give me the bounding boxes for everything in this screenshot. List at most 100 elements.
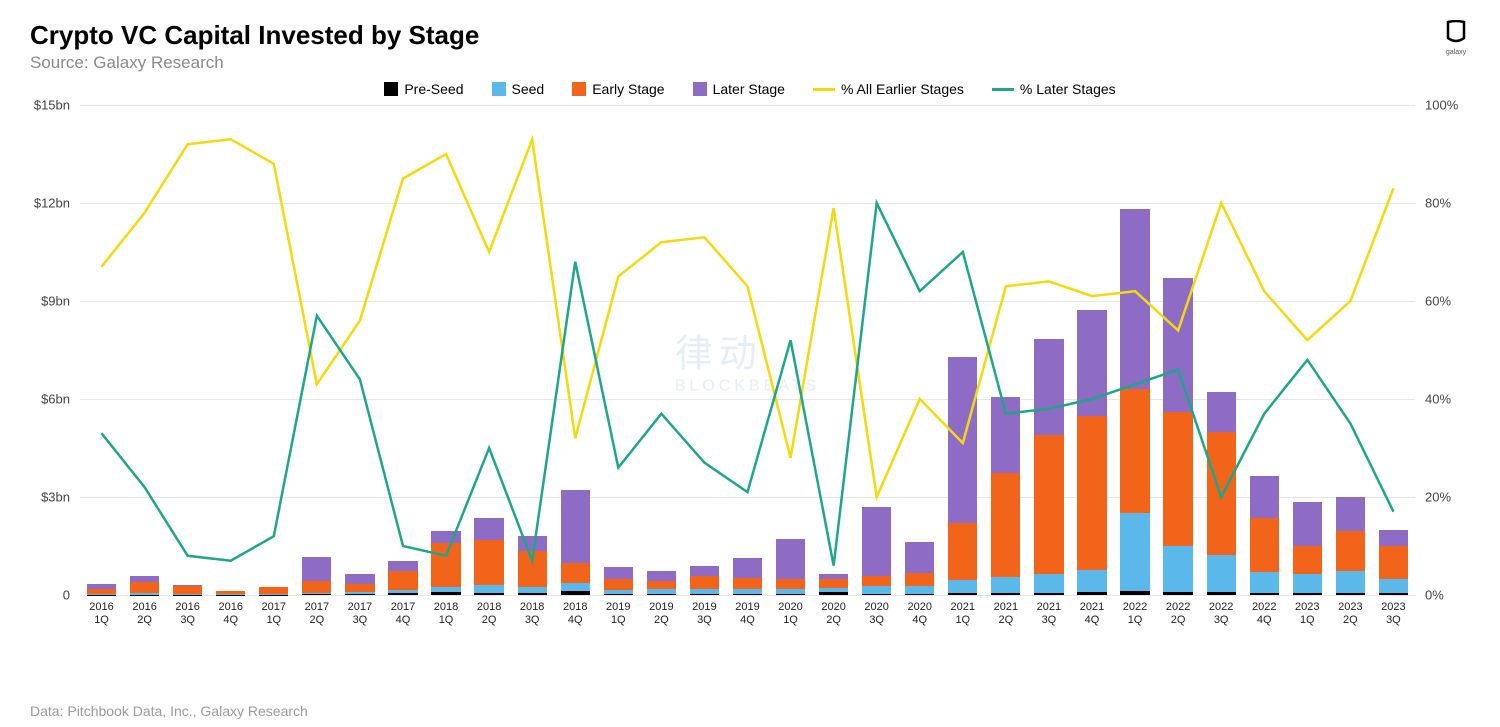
bar-stack <box>1034 105 1063 595</box>
bar-segment-early <box>1163 412 1192 546</box>
bar-segment-later <box>561 490 590 564</box>
legend-item: Early Stage <box>572 81 664 97</box>
x-tick: 20203Q <box>855 595 898 635</box>
x-tick: 20233Q <box>1372 595 1415 635</box>
x-tick: 20182Q <box>468 595 511 635</box>
bar-column <box>1329 105 1372 595</box>
bar-segment-early <box>474 540 503 586</box>
bar-column <box>381 105 424 595</box>
bar-segment-later <box>1120 209 1149 389</box>
x-tick: 20213Q <box>1027 595 1070 635</box>
x-tick: 20204Q <box>898 595 941 635</box>
x-axis: 20161Q20162Q20163Q20164Q20171Q20172Q2017… <box>80 595 1415 635</box>
bar-segment-later <box>345 574 374 584</box>
bar-segment-later <box>862 507 891 576</box>
legend-swatch <box>572 82 586 96</box>
bar-segment-seed <box>948 580 977 593</box>
bar-stack <box>474 105 503 595</box>
y-tick-left: $9bn <box>41 294 70 309</box>
x-tick: 20232Q <box>1329 595 1372 635</box>
bar-segment-seed <box>991 577 1020 593</box>
y-tick-left: $12bn <box>34 196 70 211</box>
bar-stack <box>216 105 245 595</box>
bar-stack <box>130 105 159 595</box>
bar-column <box>1157 105 1200 595</box>
chart-footer: Data: Pitchbook Data, Inc., Galaxy Resea… <box>30 703 308 719</box>
bar-segment-later <box>1077 310 1106 416</box>
bar-segment-later <box>1250 476 1279 518</box>
x-tick: 20194Q <box>726 595 769 635</box>
legend-label: Early Stage <box>592 81 664 97</box>
y-tick-left: $6bn <box>41 392 70 407</box>
chart-plot-area: 律动 BLOCKBEATS 0$3bn$6bn$9bn$12bn$15bn 0%… <box>80 105 1415 635</box>
bar-segment-seed <box>1120 513 1149 591</box>
bar-segment-seed <box>1163 546 1192 592</box>
y-tick-right: 40% <box>1425 392 1451 407</box>
bar-column <box>1243 105 1286 595</box>
bar-column <box>597 105 640 595</box>
chart-subtitle: Source: Galaxy Research <box>30 53 479 73</box>
bar-column <box>1286 105 1329 595</box>
bar-segment-early <box>647 581 676 589</box>
bar-stack <box>819 105 848 595</box>
bar-segment-early <box>431 543 460 587</box>
bar-stack <box>518 105 547 595</box>
y-tick-left: $3bn <box>41 490 70 505</box>
bar-column <box>1070 105 1113 595</box>
bar-segment-later <box>690 566 719 576</box>
bar-segment-seed <box>1379 579 1408 594</box>
bar-segment-early <box>1293 546 1322 574</box>
bar-segment-later <box>518 536 547 551</box>
bar-stack <box>991 105 1020 595</box>
bar-column <box>338 105 381 595</box>
bar-segment-early <box>1207 432 1236 555</box>
bar-segment-later <box>302 557 331 582</box>
legend-swatch <box>813 88 835 91</box>
bar-segment-later <box>647 571 676 581</box>
bar-stack <box>302 105 331 595</box>
bar-group <box>80 105 1415 595</box>
bar-segment-early <box>819 579 848 589</box>
bar-stack <box>862 105 891 595</box>
bar-segment-early <box>1034 435 1063 574</box>
legend-item: Later Stage <box>693 81 785 97</box>
legend-swatch <box>992 88 1014 91</box>
bar-stack <box>1250 105 1279 595</box>
bar-segment-early <box>948 523 977 580</box>
bar-segment-early <box>561 563 590 583</box>
bar-stack <box>1293 105 1322 595</box>
bar-column <box>295 105 338 595</box>
bar-segment-later <box>604 567 633 578</box>
legend-swatch <box>492 82 506 96</box>
y-tick-right: 80% <box>1425 196 1451 211</box>
bar-segment-later <box>1207 392 1236 433</box>
legend-label: % Later Stages <box>1020 81 1116 97</box>
legend-item: Seed <box>492 81 545 97</box>
bar-segment-early <box>1077 416 1106 570</box>
bar-column <box>511 105 554 595</box>
bar-segment-early <box>776 579 805 589</box>
bar-stack <box>431 105 460 595</box>
plot-region <box>80 105 1415 595</box>
x-tick: 20193Q <box>683 595 726 635</box>
bar-segment-later <box>733 558 762 578</box>
chart-header: Crypto VC Capital Invested by Stage Sour… <box>30 20 1470 73</box>
bar-stack <box>905 105 934 595</box>
chart-legend: Pre-SeedSeedEarly StageLater Stage% All … <box>30 81 1470 97</box>
bar-segment-seed <box>905 586 934 594</box>
bar-stack <box>1163 105 1192 595</box>
bar-segment-later <box>905 542 934 573</box>
bar-column <box>1027 105 1070 595</box>
legend-item: Pre-Seed <box>384 81 463 97</box>
x-tick: 20191Q <box>597 595 640 635</box>
y-tick-right: 0% <box>1425 588 1444 603</box>
x-tick: 20171Q <box>252 595 295 635</box>
bar-segment-seed <box>1077 570 1106 593</box>
legend-label: Pre-Seed <box>404 81 463 97</box>
y-tick-right: 60% <box>1425 294 1451 309</box>
bar-stack <box>1077 105 1106 595</box>
bar-segment-early <box>1120 389 1149 513</box>
bar-column <box>425 105 468 595</box>
legend-swatch <box>693 82 707 96</box>
bar-column <box>554 105 597 595</box>
